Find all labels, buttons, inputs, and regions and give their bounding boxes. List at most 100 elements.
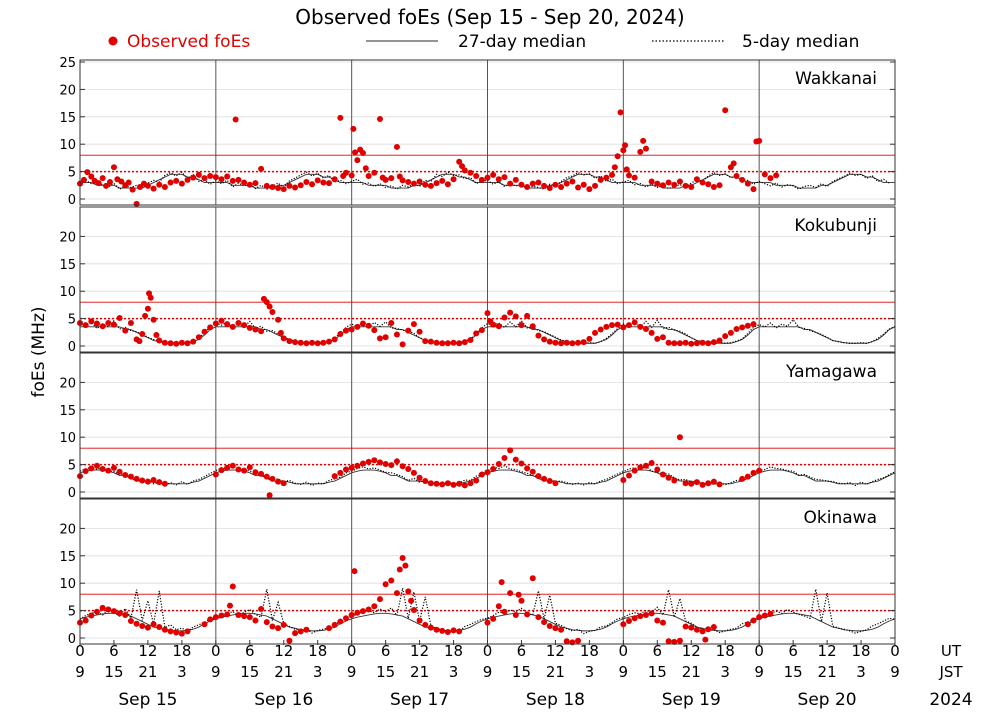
observed-point <box>631 319 638 326</box>
observed-point <box>702 636 709 643</box>
observed-point <box>252 326 259 333</box>
observed-point <box>427 624 434 631</box>
ut-tick-label: 0 <box>619 642 629 660</box>
observed-point <box>224 464 231 471</box>
observed-point <box>688 480 695 487</box>
observed-point <box>393 590 400 597</box>
observed-point <box>139 330 146 337</box>
observed-point <box>150 476 157 483</box>
observed-point <box>303 626 310 633</box>
y-tick-label: 20 <box>59 376 76 391</box>
observed-point <box>359 460 366 467</box>
observed-point <box>167 179 174 186</box>
observed-point <box>88 612 95 619</box>
observed-point <box>535 179 542 186</box>
observed-point <box>408 597 415 604</box>
ut-tick-label: 0 <box>347 642 357 660</box>
jst-tick-label: 15 <box>648 663 667 681</box>
observed-point <box>422 621 429 628</box>
observed-point <box>246 324 253 331</box>
observed-point <box>710 478 717 485</box>
observed-point <box>654 466 661 473</box>
ut-tick-label: 18 <box>172 642 191 660</box>
jst-tick-label: 15 <box>104 663 123 681</box>
observed-point <box>490 465 497 472</box>
observed-point <box>156 624 163 631</box>
observed-point <box>552 625 559 632</box>
panel-wakkanai: 0 5 10 15 20 25 Wakkanai <box>59 56 896 208</box>
observed-point <box>399 341 406 348</box>
observed-point <box>623 166 630 173</box>
observed-point <box>235 319 242 326</box>
observed-point <box>730 160 737 167</box>
observed-point <box>275 316 282 323</box>
y-tick-label: 15 <box>59 550 76 565</box>
observed-point <box>761 612 768 619</box>
observed-point <box>350 125 357 132</box>
panel-frame <box>79 352 896 499</box>
y-tick-label: 5 <box>68 166 76 181</box>
ut-tick-label: 0 <box>483 642 493 660</box>
observed-point <box>309 339 316 346</box>
observed-point <box>93 608 100 615</box>
observed-point <box>495 461 502 468</box>
observed-point <box>546 478 553 485</box>
ut-tick-label: 12 <box>274 642 293 660</box>
jst-tick-label: 9 <box>619 663 629 681</box>
observed-point <box>529 180 536 187</box>
observed-point <box>88 318 95 325</box>
x-axis: 0 6 12 18 0 6 12 18 0 6 12 18 0 6 12 18 0 6 12 18 0 6 12 18 0 9 15… <box>75 640 900 710</box>
observed-point <box>710 339 717 346</box>
observed-point <box>212 471 219 478</box>
observed-point <box>118 178 125 185</box>
observed-point <box>410 607 417 614</box>
y-tick-label: 15 <box>59 111 76 126</box>
observed-point <box>93 320 100 327</box>
observed-point <box>461 339 468 346</box>
observed-point <box>161 626 168 633</box>
observed-point <box>433 480 440 487</box>
jst-tick-label: 21 <box>818 663 837 681</box>
observed-point <box>116 610 123 617</box>
y-tick-label: 0 <box>68 193 76 208</box>
observed-point <box>722 333 729 340</box>
observed-point <box>705 340 712 347</box>
observed-point <box>614 321 621 328</box>
observed-point <box>637 613 644 620</box>
observed-point <box>756 137 763 144</box>
observed-point <box>207 616 214 623</box>
observed-point <box>467 169 474 176</box>
y-tick-label: 15 <box>59 258 76 273</box>
observed-point <box>258 605 265 612</box>
observed-point <box>682 339 689 346</box>
y-tick-label: 15 <box>59 404 76 419</box>
observed-point <box>280 480 287 487</box>
observed-point <box>609 322 616 329</box>
observed-point <box>303 179 310 186</box>
observed-point <box>382 581 389 588</box>
observed-point <box>558 340 565 347</box>
legend-27day-label: 27-day median <box>458 32 586 52</box>
observed-point <box>136 338 143 345</box>
observed-point <box>563 638 570 645</box>
observed-point <box>541 619 548 626</box>
observed-point <box>467 480 474 487</box>
observed-point <box>603 323 610 330</box>
jst-tick-label: 21 <box>546 663 565 681</box>
observed-point <box>654 617 661 624</box>
observed-point <box>348 611 355 618</box>
observed-point <box>280 621 287 628</box>
observed-point <box>569 178 576 185</box>
observed-point <box>127 473 134 480</box>
observed-point <box>354 462 361 469</box>
observed-point <box>410 469 417 476</box>
observed-point <box>122 611 129 618</box>
observed-point <box>620 621 627 628</box>
observed-point <box>144 305 151 312</box>
observed-point <box>99 175 106 182</box>
observed-point <box>218 176 225 183</box>
observed-point <box>275 185 282 192</box>
observed-point <box>337 469 344 476</box>
observed-point <box>473 477 480 484</box>
observed-point <box>625 322 632 329</box>
